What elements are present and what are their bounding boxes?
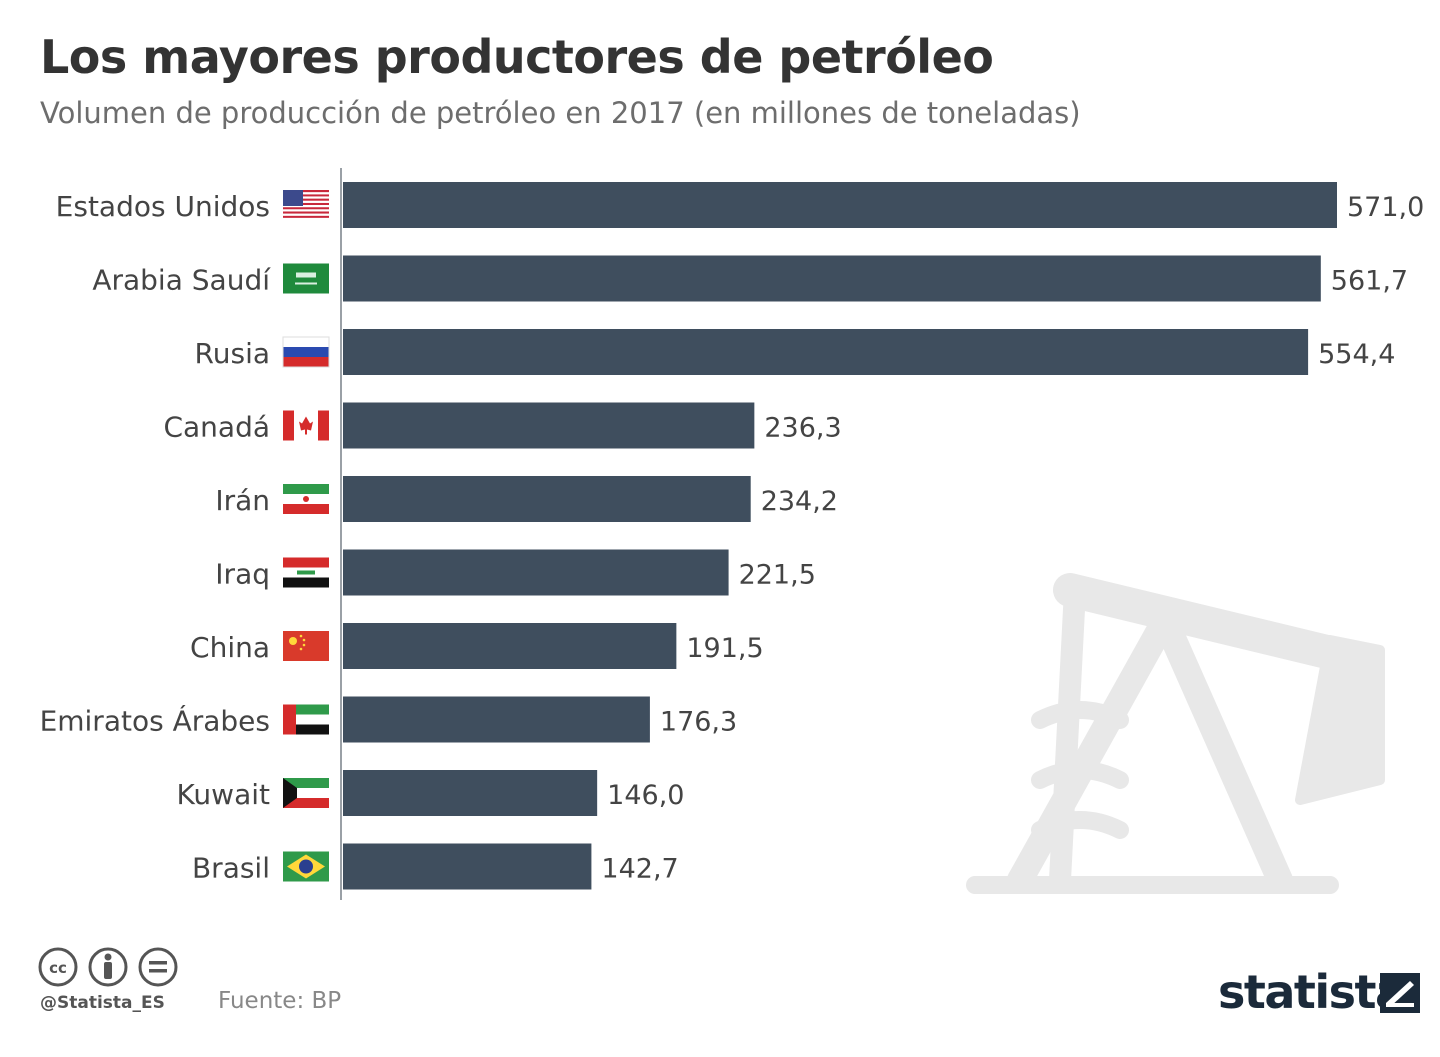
bar [343, 255, 1321, 302]
bar-value-label: 571,0 [1347, 192, 1424, 223]
sa-flag-icon [283, 263, 329, 294]
category-label: Brasil [192, 852, 270, 885]
bar-value-label: 234,2 [761, 486, 838, 517]
bar [343, 182, 1337, 228]
bar [343, 476, 751, 522]
by-icon [88, 947, 128, 987]
bar-value-label: 236,3 [764, 413, 841, 444]
category-label: Iraq [215, 558, 270, 591]
bar-value-label: 191,5 [686, 633, 763, 664]
category-label: Rusia [195, 337, 270, 370]
chart-subtitle: Volumen de producción de petróleo en 201… [40, 96, 1081, 130]
category-label: Estados Unidos [56, 190, 270, 223]
statista-logo: statista [1218, 965, 1406, 1019]
bar [343, 623, 677, 669]
svg-text:cc: cc [49, 959, 67, 977]
ru-flag-icon [282, 336, 330, 368]
kw-flag-icon [283, 778, 329, 808]
twitter-handle: @Statista_ES [40, 993, 165, 1013]
cc-icon: cc [38, 947, 78, 987]
iq-flag-icon [283, 557, 329, 588]
bar [343, 402, 755, 449]
category-label: China [190, 631, 270, 664]
ca-flag-icon [283, 410, 329, 441]
bar-value-label: 146,0 [607, 780, 684, 811]
bar [343, 770, 598, 816]
ir-flag-icon [283, 484, 329, 514]
ae-flag-icon [283, 704, 329, 735]
bar-value-label: 221,5 [739, 560, 816, 591]
us-flag-icon [283, 190, 329, 220]
statista-logo-icon [1380, 973, 1420, 1013]
nd-icon [138, 947, 178, 987]
bar [343, 549, 729, 596]
bar-value-label: 561,7 [1331, 266, 1408, 297]
bar-value-label: 142,7 [601, 854, 678, 885]
bar [343, 843, 592, 890]
chart-title: Los mayores productores de petróleo [40, 30, 994, 84]
category-label: Canadá [163, 411, 270, 444]
br-flag-icon [283, 851, 329, 882]
bar [343, 696, 650, 743]
bar-value-label: 554,4 [1318, 339, 1395, 370]
source-note: Fuente: BP [218, 988, 342, 1014]
cn-flag-icon [283, 631, 329, 661]
bar [343, 329, 1309, 375]
oil-pumpjack-icon [966, 573, 1385, 894]
license-icons: cc [38, 947, 178, 987]
category-label: Kuwait [176, 778, 270, 811]
category-label: Emiratos Árabes [40, 704, 270, 738]
bar-value-label: 176,3 [660, 707, 737, 738]
category-label: Irán [215, 484, 270, 517]
bar-chart: 571,0 Estados Unidos 561,7 Arabia Saudí 554,… [40, 168, 1424, 900]
category-label: Arabia Saudí [92, 264, 271, 297]
